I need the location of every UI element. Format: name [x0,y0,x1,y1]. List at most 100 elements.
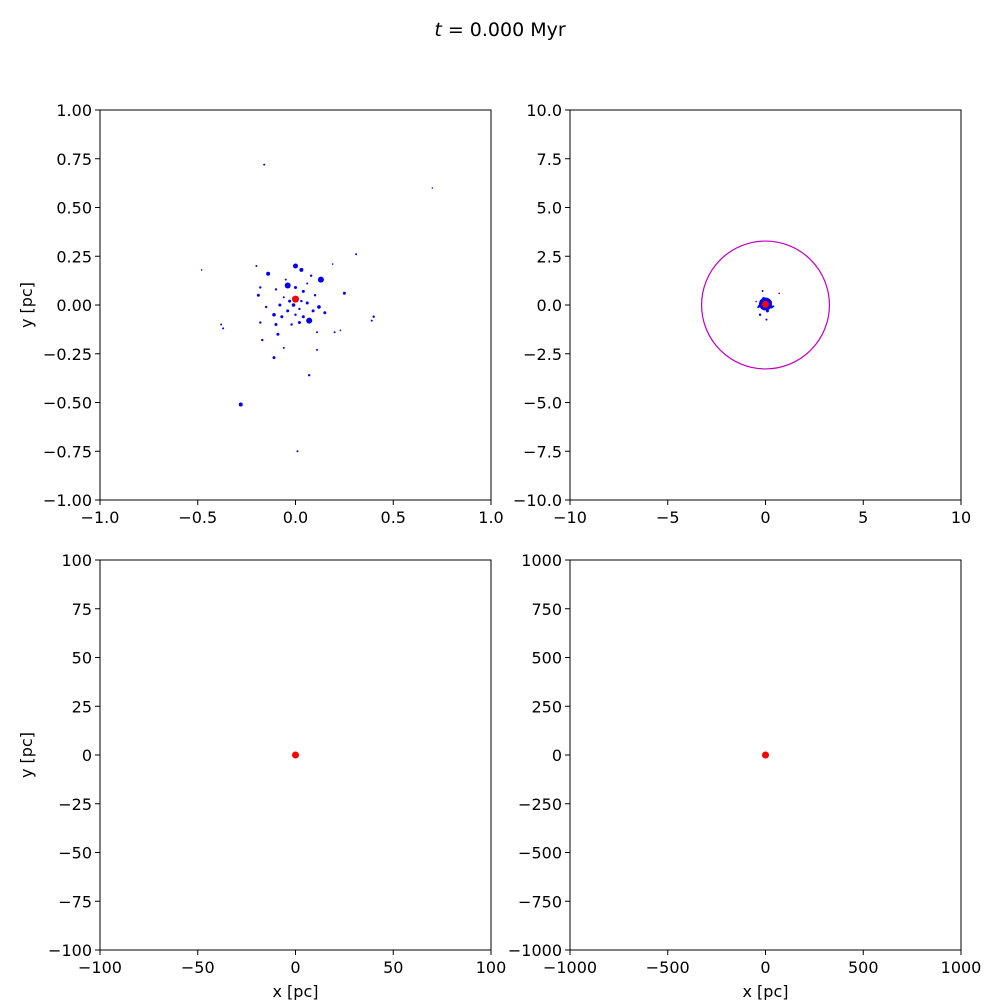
cluster-star-point [290,323,293,326]
y-tick-label: −500 [518,844,562,863]
y-tick-label: 0 [82,746,92,765]
cluster-star-point [313,294,317,297]
cluster-star-point [284,282,291,289]
panel-bottom-right: −1000 −500 0 500 1000 −1000 −750 −500 −250 0 250 50… [508,551,981,1000]
cluster-star-point [768,300,772,304]
cluster-star-point [307,374,311,377]
cluster-star-point [355,253,358,256]
cluster-star-point [293,263,298,269]
cluster-star-point [309,274,313,277]
cluster-star-point [264,305,268,309]
cluster-star-point [294,285,297,289]
cluster-star-point [323,311,327,315]
cluster-star-point [256,293,260,297]
y-tick-label: −250 [518,795,562,814]
cluster-star-point [757,306,760,309]
y-tick-label: 1000 [521,551,562,570]
cluster-star-point [339,329,342,332]
cluster-star-point [261,338,264,342]
plot-area-bottom-right [762,751,769,759]
cluster-star-point [772,305,775,308]
panel-top-left: −1.0 −0.5 0.0 0.5 1.0 −1.00 −0.75 −0.50 −0.25 0.0… [17,101,504,527]
x-tick-label: 0 [760,508,770,527]
x-tick-label: 5 [858,508,868,527]
cluster-star-point [300,299,303,303]
y-tick-label: 7.5 [537,150,562,169]
cluster-star-point [274,323,278,326]
x-tick-label: 100 [476,958,507,977]
cluster-star-point [765,318,768,321]
x-tick-label: 0.0 [283,508,308,527]
cluster-star-point [272,312,276,317]
cluster-star-point [238,402,243,407]
y-tick-label: −5.0 [523,394,562,413]
cluster-star-point [301,315,305,319]
cluster-star-point [317,276,324,283]
y-tick-label: 250 [531,697,562,716]
cluster-star-point [266,271,271,276]
y-tick-label: 750 [531,600,562,619]
y-tick-label: −100 [48,941,92,960]
x-tick-label: 500 [848,958,879,977]
x-axis-label: x [pc] [743,982,789,1000]
y-tick-label: 500 [531,649,562,668]
plot-area-bottom-left [292,751,299,759]
cluster-star-point [333,331,336,334]
cluster-star-point [297,321,301,325]
x-tick-label: 1000 [941,958,982,977]
y-axis-label: y [pc] [17,282,36,328]
cluster-star-point [282,346,285,349]
cluster-star-point [255,265,258,267]
cluster-star-point [286,309,290,313]
y-tick-label: −0.50 [43,394,92,413]
cluster-star-point [755,300,757,303]
panels-group: −1.0 −0.5 0.0 0.5 1.0 −1.00 −0.75 −0.50 −0.25 0.0… [17,101,981,1000]
cluster-star-point [760,299,764,303]
cluster-star-point [276,332,280,336]
x-tick-label: −1000 [543,958,597,977]
x-tick-label: 0 [760,958,770,977]
y-tick-label: 50 [72,649,92,668]
y-tick-label: 0.50 [56,199,92,218]
y-tick-label: −750 [518,892,562,911]
figure-title-text: = 0.000 Myr [442,19,566,41]
cluster-star-point [280,315,284,319]
cluster-star-point [763,307,766,310]
y-tick-label: −0.25 [43,345,92,364]
x-tick-label: −0.5 [178,508,217,527]
y-tick-label: −0.75 [43,442,92,461]
y-tick-label: 0 [552,746,562,765]
cluster-star-point [431,187,434,189]
black-hole-marker [292,751,299,759]
y-tick-label: −1.00 [43,491,92,510]
cluster-star-point [372,315,375,318]
cluster-star-point [305,301,309,305]
x-axis-label: x [pc] [273,982,319,1000]
y-tick-label: −1000 [508,941,562,960]
cluster-star-point [294,313,297,316]
cluster-star-point [767,299,770,303]
panel-bottom-left: −100 −50 0 50 100 −100 −75 −50 −25 0 25 50 75 100 x [p… [17,551,506,1000]
cluster-star-point [316,331,318,334]
y-axis-label: y [pc] [17,732,36,778]
cluster-star-point [299,267,304,272]
cluster-star-point [298,307,301,311]
black-hole-marker [292,295,299,303]
cluster-star-point [331,263,334,265]
plot-area-top-left [200,163,434,453]
x-tick-label: −50 [181,958,215,977]
cluster-star-point [282,296,285,299]
cluster-star-point [765,309,769,313]
x-tick-label: −500 [646,958,690,977]
cluster-star-point [288,299,292,303]
cluster-star-point [342,291,346,295]
cluster-star-point [259,286,262,289]
y-tick-label: 0.00 [56,296,92,315]
cluster-star-point [306,282,309,285]
cluster-star-point [284,278,287,281]
y-tick-label: 0.25 [56,247,92,266]
cluster-star-point [259,321,262,324]
cluster-star-point [306,317,313,324]
x-tick-label: 10 [951,508,971,527]
